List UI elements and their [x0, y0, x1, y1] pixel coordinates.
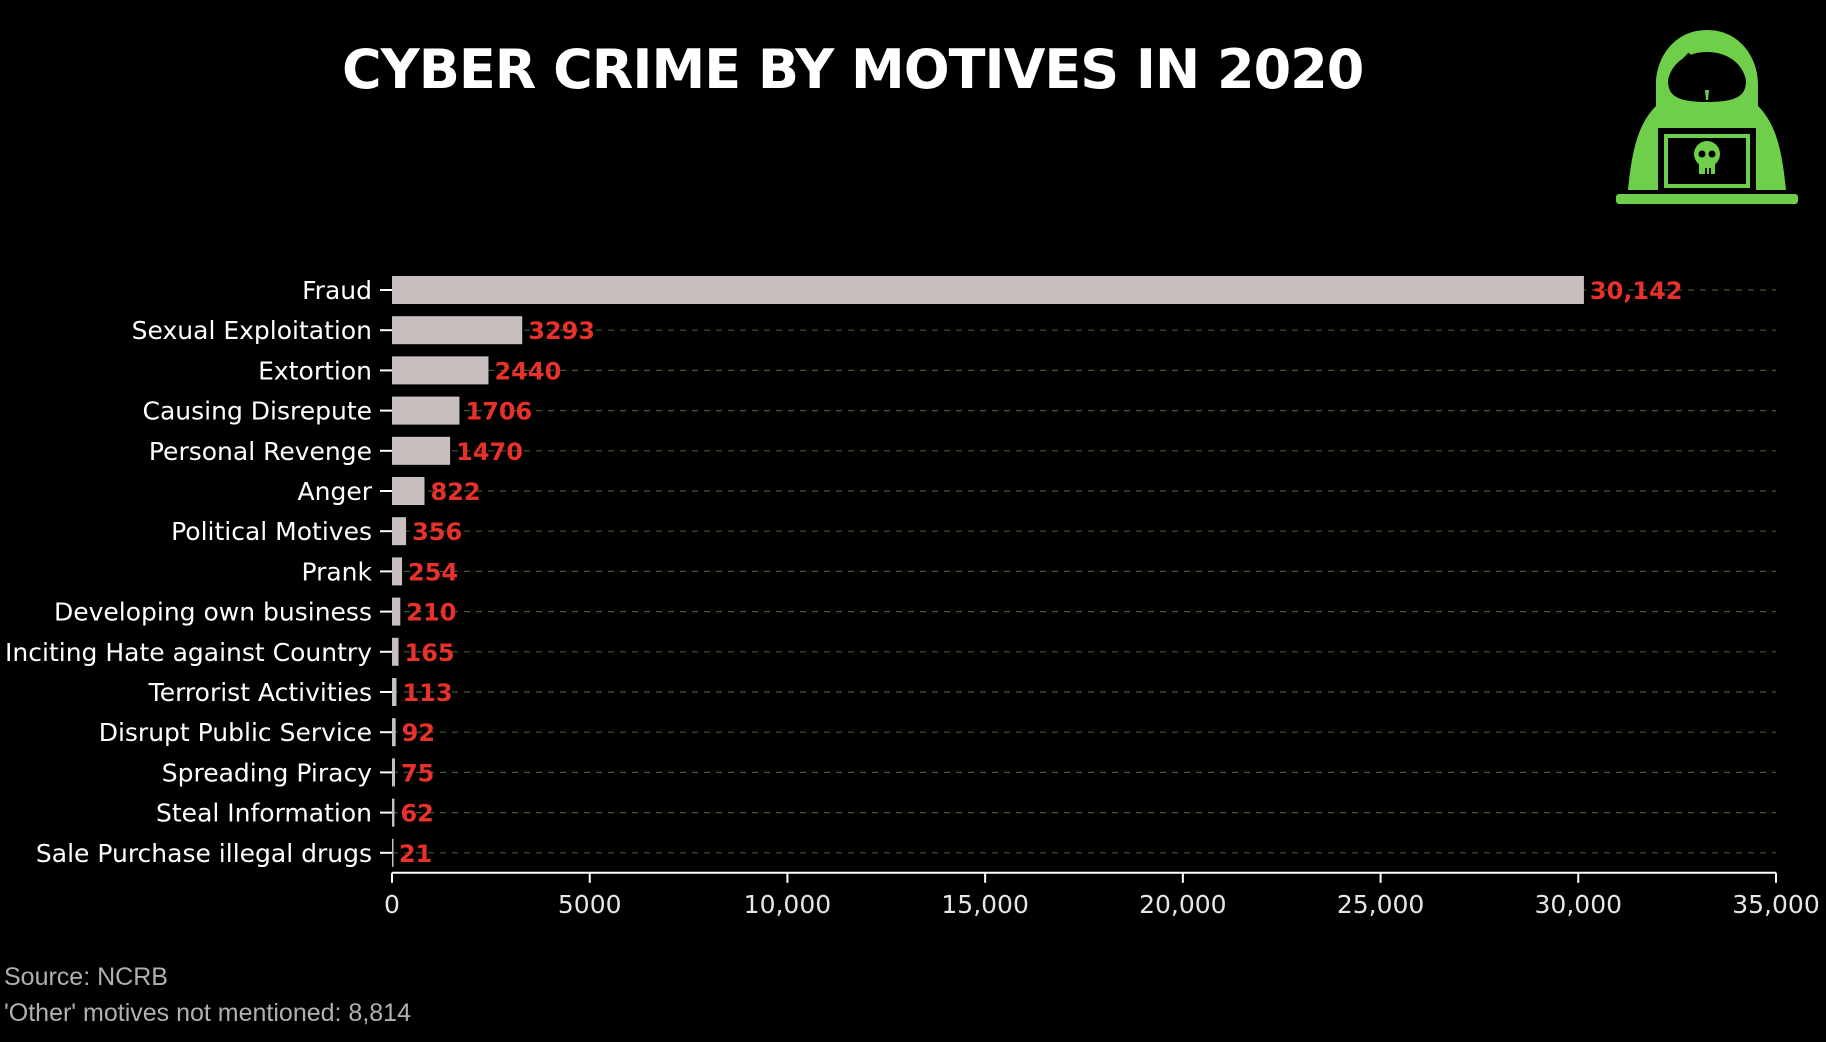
category-label: Inciting Hate against Country [5, 638, 372, 667]
bar [392, 678, 397, 706]
category-label: Disrupt Public Service [99, 718, 372, 747]
category-label: Extortion [258, 356, 372, 385]
x-tick-label: 15,000 [941, 890, 1028, 919]
category-label: Steal Information [156, 799, 372, 828]
value-label: 165 [405, 639, 455, 667]
bar [392, 758, 395, 787]
bar [392, 436, 451, 465]
category-label: Prank [301, 557, 372, 586]
value-label: 1706 [465, 398, 532, 426]
value-label: 3293 [528, 317, 595, 345]
bars: 30,142 3293 2440 1706 1470 822 356 254 210 165 113… [392, 276, 1683, 868]
grid-lines [392, 289, 1776, 854]
category-label: Anger [298, 477, 373, 506]
bar [392, 396, 460, 425]
other-motives-note: 'Other' motives not mentioned: 8,814 [4, 999, 411, 1027]
category-label: Political Motives [171, 517, 372, 546]
bar [392, 517, 407, 546]
value-label: 1470 [456, 438, 523, 466]
bar [392, 356, 489, 385]
value-label: 62 [400, 800, 433, 828]
category-label: Developing own business [54, 598, 372, 627]
x-tick-label: 20,000 [1139, 890, 1226, 919]
bar [392, 718, 396, 747]
x-tick-label: 0 [384, 890, 400, 919]
x-tick-label: 25,000 [1337, 890, 1424, 919]
value-label: 822 [431, 478, 481, 506]
bar [392, 637, 399, 666]
bar [392, 597, 401, 626]
hacker-icon [1616, 30, 1798, 204]
bar [392, 477, 425, 505]
bar [392, 316, 523, 345]
value-label: 113 [402, 679, 452, 707]
bar [392, 798, 395, 827]
value-label: 92 [402, 719, 435, 747]
x-tick-label: 35,000 [1732, 890, 1819, 919]
value-label: 356 [412, 518, 462, 546]
category-label: Terrorist Activities [148, 678, 372, 707]
value-label: 30,142 [1590, 277, 1683, 305]
category-label: Sale Purchase illegal drugs [36, 839, 372, 868]
x-tick-label: 10,000 [744, 890, 831, 919]
axes: Fraud Sexual Exploitation Extortion Causing… [5, 276, 1820, 919]
value-label: 210 [406, 599, 456, 627]
category-label: Causing Disrepute [143, 397, 372, 426]
hacker-figure [1616, 30, 1798, 204]
category-label: Fraud [302, 276, 372, 305]
bar-chart: 30,1423293244017061470822356254210165113… [5, 276, 1820, 919]
category-label: Personal Revenge [149, 437, 372, 466]
value-label: 21 [399, 840, 432, 868]
category-label: Spreading Piracy [162, 758, 372, 787]
bar [392, 557, 403, 586]
value-label: 75 [401, 759, 434, 787]
bar [392, 276, 1584, 304]
value-label: 254 [408, 558, 458, 586]
value-label: 2440 [494, 357, 561, 385]
x-tick-label: 5000 [558, 890, 622, 919]
category-label: Sexual Exploitation [132, 316, 372, 345]
x-tick-label: 30,000 [1535, 890, 1622, 919]
bar [392, 838, 394, 867]
source-note: Source: NCRB [4, 963, 168, 991]
chart-title: CYBER CRIME BY MOTIVES IN 2020 [342, 38, 1364, 101]
